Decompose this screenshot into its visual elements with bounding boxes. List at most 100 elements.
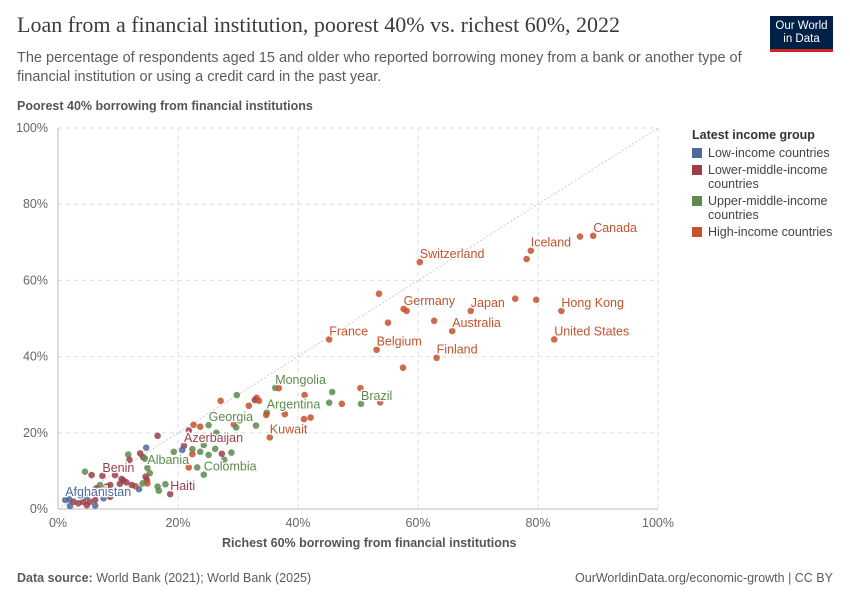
owid-logo[interactable]: Our World in Data bbox=[770, 16, 833, 52]
data-point[interactable] bbox=[106, 481, 114, 489]
data-point[interactable] bbox=[266, 434, 274, 441]
data-point[interactable] bbox=[527, 247, 535, 254]
data-point[interactable] bbox=[220, 456, 228, 464]
data-point[interactable] bbox=[93, 485, 100, 492]
data-point[interactable] bbox=[375, 290, 383, 298]
data-point[interactable] bbox=[328, 388, 336, 396]
data-point[interactable] bbox=[154, 432, 161, 440]
data-point[interactable] bbox=[307, 414, 314, 421]
data-point[interactable] bbox=[106, 493, 114, 501]
data-point[interactable] bbox=[245, 402, 253, 410]
data-point[interactable] bbox=[99, 472, 106, 480]
data-point[interactable] bbox=[185, 427, 193, 434]
legend: Latest income group Low-income countries… bbox=[692, 128, 842, 242]
data-point[interactable] bbox=[467, 307, 475, 315]
data-point[interactable] bbox=[200, 471, 208, 479]
data-point[interactable] bbox=[589, 232, 597, 240]
data-point[interactable] bbox=[123, 479, 130, 486]
data-point[interactable] bbox=[166, 490, 174, 498]
data-point[interactable] bbox=[81, 468, 89, 475]
data-point[interactable] bbox=[376, 399, 384, 406]
data-point[interactable] bbox=[384, 319, 392, 326]
data-point[interactable] bbox=[178, 446, 186, 454]
data-point[interactable] bbox=[550, 336, 558, 343]
data-point[interactable] bbox=[205, 421, 212, 429]
data-point[interactable] bbox=[200, 441, 208, 449]
data-point[interactable] bbox=[83, 493, 91, 501]
data-point[interactable] bbox=[373, 346, 380, 354]
legend-item-lower-middle[interactable]: Lower-middle-income countries bbox=[692, 163, 842, 191]
data-point[interactable] bbox=[281, 410, 289, 418]
data-point[interactable] bbox=[558, 307, 565, 315]
legend-item-high[interactable]: High-income countries bbox=[692, 225, 842, 239]
data-point[interactable] bbox=[91, 496, 99, 504]
chart-subtitle: The percentage of respondents aged 15 an… bbox=[17, 50, 742, 85]
data-point[interactable] bbox=[532, 296, 540, 304]
data-point[interactable] bbox=[193, 464, 201, 471]
data-point[interactable] bbox=[325, 399, 333, 407]
point-label: Haiti bbox=[170, 479, 195, 493]
data-point[interactable] bbox=[232, 424, 240, 431]
data-point[interactable] bbox=[416, 258, 424, 266]
data-point[interactable] bbox=[144, 464, 151, 472]
data-point[interactable] bbox=[357, 384, 364, 392]
data-point[interactable] bbox=[213, 429, 220, 437]
data-point[interactable] bbox=[252, 422, 260, 429]
point-label: Brazil bbox=[361, 389, 392, 403]
data-point[interactable] bbox=[155, 487, 163, 495]
data-point[interactable] bbox=[211, 445, 219, 453]
data-point[interactable] bbox=[135, 485, 143, 493]
data-point[interactable] bbox=[217, 397, 224, 405]
data-point[interactable] bbox=[523, 255, 530, 263]
data-point[interactable] bbox=[124, 451, 132, 458]
data-point[interactable] bbox=[275, 384, 283, 392]
data-point[interactable] bbox=[100, 495, 107, 502]
data-point[interactable] bbox=[142, 444, 150, 451]
data-point[interactable] bbox=[399, 364, 407, 371]
data-point[interactable] bbox=[255, 397, 263, 405]
data-point[interactable] bbox=[128, 481, 136, 489]
legend-item-low[interactable]: Low-income countries bbox=[692, 146, 842, 160]
legend-swatch bbox=[692, 227, 702, 237]
data-point[interactable] bbox=[196, 423, 204, 431]
data-point[interactable] bbox=[189, 445, 196, 453]
data-point[interactable] bbox=[338, 400, 346, 408]
data-point[interactable] bbox=[144, 480, 151, 487]
data-point[interactable] bbox=[116, 480, 124, 488]
data-point[interactable] bbox=[126, 456, 133, 464]
data-point[interactable] bbox=[91, 502, 99, 509]
data-point[interactable] bbox=[262, 411, 270, 419]
data-point[interactable] bbox=[196, 448, 204, 456]
data-point[interactable] bbox=[111, 471, 119, 479]
data-point[interactable] bbox=[576, 233, 584, 240]
data-point[interactable] bbox=[433, 354, 440, 362]
data-point[interactable] bbox=[185, 464, 193, 471]
data-point[interactable] bbox=[511, 295, 519, 302]
data-point[interactable] bbox=[88, 471, 95, 479]
data-point[interactable] bbox=[189, 450, 196, 458]
data-point[interactable] bbox=[190, 421, 197, 429]
data-point[interactable] bbox=[301, 391, 308, 399]
data-point[interactable] bbox=[448, 327, 456, 335]
footer-link[interactable]: OurWorldinData.org/economic-growth | CC … bbox=[575, 571, 833, 585]
source-text[interactable]: World Bank (2021); World Bank (2025) bbox=[96, 571, 312, 585]
legend-item-upper-middle[interactable]: Upper-middle-income countries bbox=[692, 194, 842, 222]
data-point[interactable] bbox=[170, 448, 178, 456]
data-point[interactable] bbox=[83, 501, 91, 509]
data-point[interactable] bbox=[139, 480, 146, 487]
data-point[interactable] bbox=[300, 415, 308, 423]
x-tick-label: 0% bbox=[49, 516, 67, 530]
data-point[interactable] bbox=[233, 391, 241, 399]
data-point[interactable] bbox=[205, 451, 212, 459]
data-point[interactable] bbox=[162, 480, 169, 488]
data-point[interactable] bbox=[403, 307, 410, 315]
data-point[interactable] bbox=[141, 455, 149, 463]
data-point[interactable] bbox=[70, 498, 77, 506]
data-point[interactable] bbox=[357, 400, 365, 408]
data-point[interactable] bbox=[228, 449, 235, 456]
point-label: Colombia bbox=[204, 460, 257, 474]
data-point[interactable] bbox=[430, 317, 438, 325]
point-label: Georgia bbox=[209, 410, 254, 424]
data-point[interactable] bbox=[325, 336, 333, 343]
data-point[interactable] bbox=[218, 450, 226, 458]
